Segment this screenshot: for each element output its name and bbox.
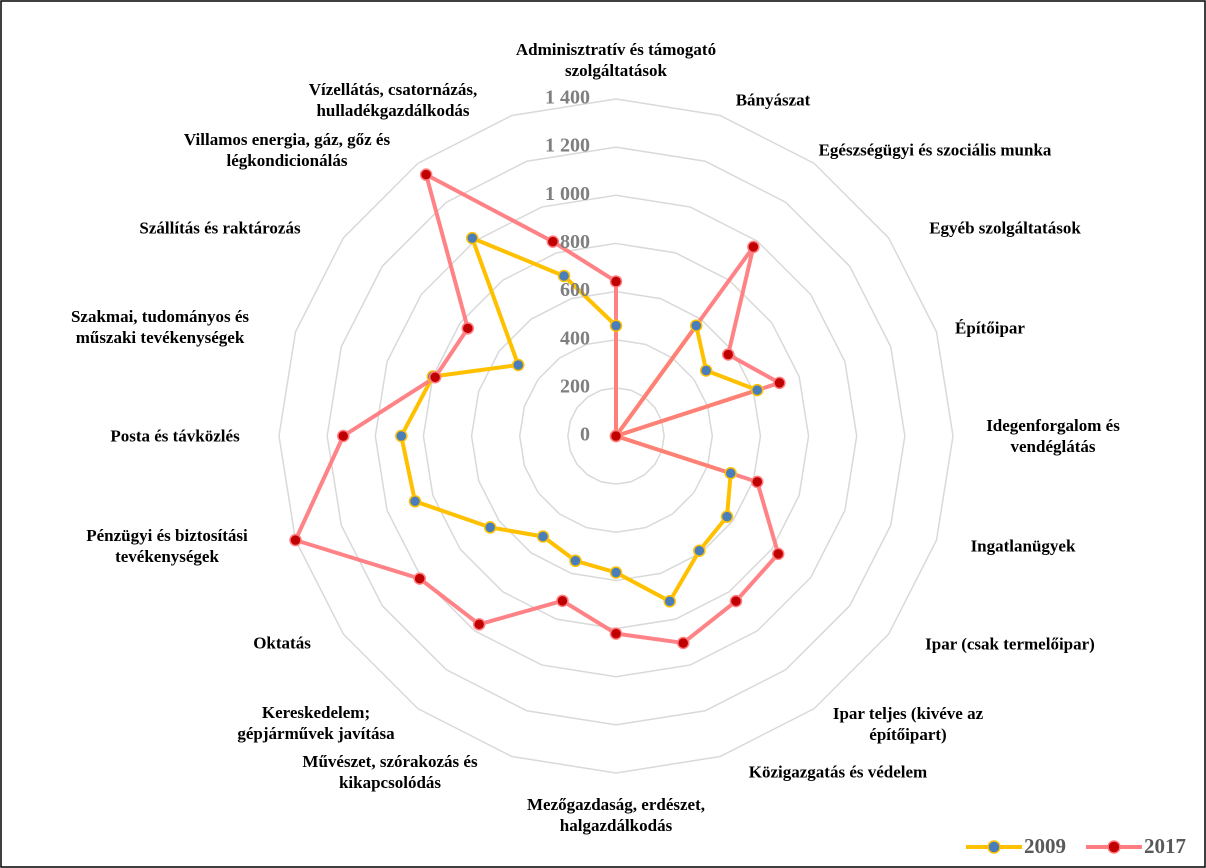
y-tick-label: 1 400 — [545, 87, 590, 109]
category-label: Művészet, szórakozás és kikapcsolódás — [302, 752, 478, 792]
data-point — [720, 510, 734, 523]
category-label: Idegenforgalom és vendéglátás — [986, 416, 1120, 456]
y-tick-label: 600 — [560, 279, 590, 301]
data-point — [609, 429, 623, 443]
data-point — [609, 566, 623, 579]
data-point — [419, 168, 433, 181]
category-label: Villamos energia, gáz, gőz és légkondici… — [183, 130, 391, 170]
data-point — [546, 235, 560, 248]
y-tick-label: 1 000 — [545, 183, 590, 205]
category-label: Közigazgatás és védelem — [748, 762, 928, 782]
category-label: Szakmai, tudományos és műszaki tevékenys… — [70, 307, 250, 347]
y-tick-label: 200 — [560, 375, 590, 397]
data-point — [511, 358, 525, 372]
grid-ring — [567, 387, 665, 485]
data-point — [724, 467, 737, 480]
data-point — [472, 618, 486, 631]
grid-ring — [470, 290, 762, 582]
grid-ring — [374, 194, 858, 678]
grid-ring — [278, 98, 954, 774]
data-point — [289, 533, 302, 547]
category-label: Bányászat — [735, 90, 811, 110]
legend-marker — [987, 840, 1001, 854]
y-tick-label: 1 200 — [545, 135, 590, 157]
y-tick-label: 0 — [580, 424, 590, 446]
legend-label: 2009 — [1024, 834, 1066, 858]
category-label: Posta és távközlés — [110, 426, 240, 446]
data-point — [556, 594, 569, 608]
data-point — [699, 364, 713, 377]
category-label: Oktatás — [253, 633, 311, 653]
data-point — [693, 544, 706, 557]
data-point — [465, 231, 479, 245]
data-point — [557, 269, 571, 283]
category-label: Mezőgazdaság, erdészet, halgazdálkodás — [527, 795, 705, 835]
data-point — [663, 595, 676, 608]
data-point — [751, 383, 764, 397]
data-point — [751, 475, 764, 489]
category-label: Ingatlanügyek — [970, 536, 1076, 556]
legend-marker — [1107, 840, 1121, 854]
y-tick-label: 400 — [560, 327, 590, 349]
data-point — [337, 429, 350, 443]
data-point — [569, 554, 582, 568]
data-point — [773, 376, 786, 390]
data-point — [461, 322, 475, 335]
data-point — [483, 521, 497, 534]
data-point — [536, 530, 550, 543]
category-label: Kereskedelem; gépjárművek javítása — [237, 703, 395, 743]
category-label: Egészségügyi és szociális munka — [818, 140, 1052, 160]
data-point — [428, 370, 442, 384]
data-point — [609, 319, 623, 333]
data-point — [408, 495, 422, 508]
data-point — [609, 627, 623, 640]
data-point — [689, 319, 703, 332]
category-label: Szállítás és raktározás — [139, 218, 301, 238]
category-label: Vízellátás, csatornázás, hulladékgazdálk… — [308, 80, 478, 120]
category-label: Ipar (csak termelőipar) — [925, 634, 1095, 654]
category-label: Adminisztratív és támogató szolgáltatáso… — [515, 40, 717, 80]
category-label: Egyéb szolgáltatások — [929, 218, 1081, 238]
legend-label: 2017 — [1144, 834, 1186, 858]
data-point — [676, 636, 690, 650]
data-point — [729, 594, 743, 608]
data-point — [721, 348, 735, 361]
grid-ring — [326, 146, 906, 726]
data-point — [747, 240, 760, 254]
y-tick-label: 800 — [560, 231, 590, 253]
category-label: Építőipar — [955, 318, 1025, 338]
data-point — [395, 429, 408, 443]
data-point — [609, 275, 623, 288]
grid-ring — [518, 338, 714, 534]
data-point — [771, 547, 785, 561]
data-point — [413, 572, 426, 585]
category-label: Ipar teljes (kivéve az építőipart) — [832, 704, 984, 744]
category-label: Pénzügyi és biztosítási tevékenységek — [86, 526, 248, 566]
